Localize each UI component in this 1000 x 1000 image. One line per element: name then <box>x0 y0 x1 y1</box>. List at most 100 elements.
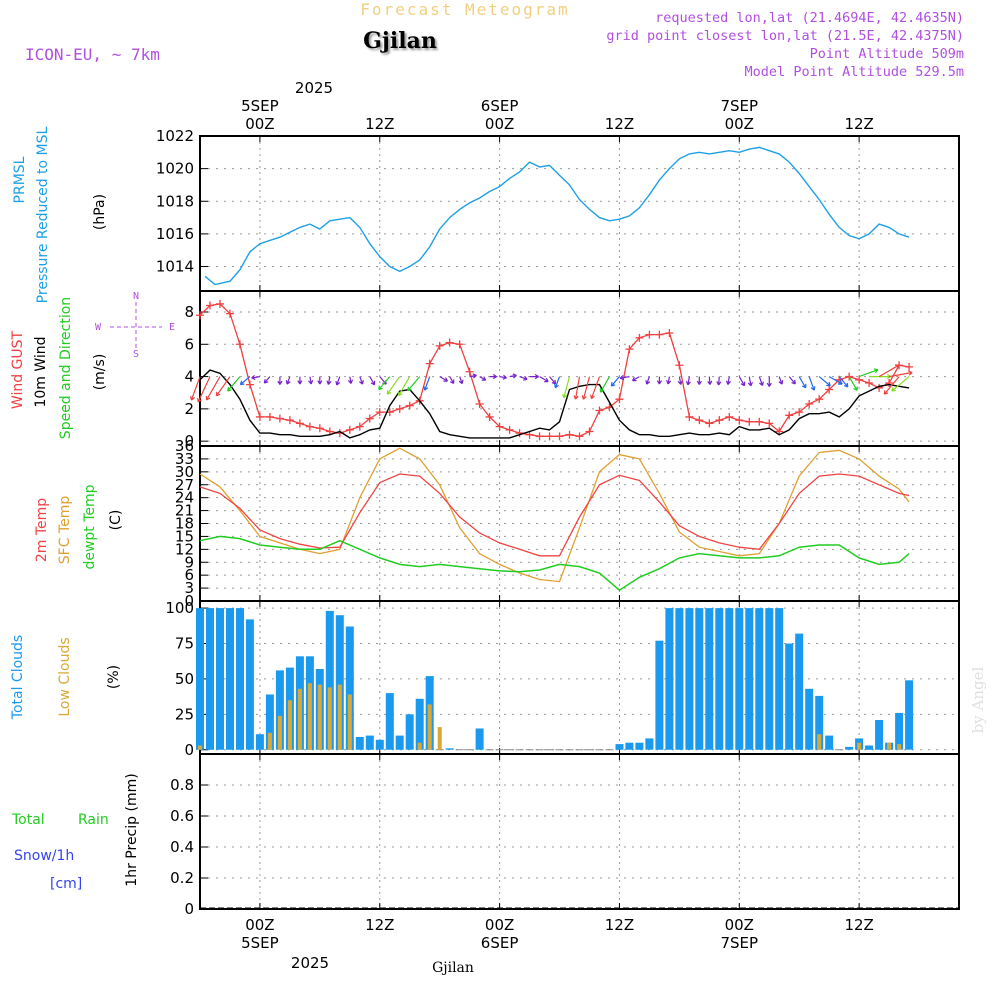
low-clouds-label: Low Clouds <box>57 637 73 716</box>
wind-arrow <box>359 376 364 385</box>
wind-arrow <box>519 375 528 381</box>
wind-arrow <box>215 376 231 397</box>
y-tick-label: 36 <box>175 437 194 455</box>
gust-marker <box>405 401 414 410</box>
total-clouds-bar <box>255 734 264 750</box>
wind-arrow <box>707 376 713 385</box>
wind10m-label: 10m Wind <box>33 336 49 407</box>
top-axis-hour: 12Z <box>605 115 634 133</box>
gust-marker <box>635 333 644 342</box>
wind-arrow <box>549 376 557 385</box>
y-tick-label: 0.2 <box>170 869 194 887</box>
wind-arrow <box>326 376 332 385</box>
prmsl-desc-label: Pressure Reduced to MSL <box>35 126 51 303</box>
wind-arrow <box>469 373 477 379</box>
gust-marker <box>485 412 494 421</box>
total-clouds-bar <box>665 608 674 750</box>
wind-arrow <box>297 376 303 385</box>
total-clouds-bar <box>645 738 654 750</box>
total-clouds-bar <box>785 643 794 750</box>
gust-marker <box>685 412 694 421</box>
y-tick-label: 2 <box>184 400 194 418</box>
y-tick-label: 15 <box>175 527 194 545</box>
y-tick-label: 1018 <box>156 192 194 210</box>
y-tick-label: 21 <box>175 502 194 520</box>
gust-marker <box>825 385 834 394</box>
y-tick-label: 0 <box>184 432 194 450</box>
snow-label: Snow/1h <box>14 848 74 864</box>
wind-arrow <box>489 373 497 380</box>
t2m-line <box>199 473 910 557</box>
precip-unit: 1hr Precip (mm) <box>124 773 140 886</box>
wind-line <box>199 369 910 439</box>
total-clouds-bar <box>695 608 704 750</box>
wind-arrow <box>529 373 539 380</box>
t2m-label: 2m Temp <box>34 498 50 562</box>
gust-marker <box>715 416 724 425</box>
total-clouds-bar <box>825 735 834 750</box>
gust-marker <box>425 359 434 368</box>
gust-marker <box>655 330 664 339</box>
gust-marker <box>215 299 224 308</box>
wind-arrow <box>788 376 796 385</box>
wind-arrow <box>347 376 354 384</box>
wind-arrow <box>666 376 672 385</box>
gust-marker <box>445 338 454 347</box>
low-clouds-bar <box>198 745 202 750</box>
y-tick-label: 0 <box>184 592 194 610</box>
bottom-axis-hour: 12Z <box>605 916 634 934</box>
total-clouds-bar <box>236 608 244 750</box>
top-axis-hour: 12Z <box>844 115 873 133</box>
wind-arrow <box>407 376 421 392</box>
total-clouds-bar <box>745 608 754 750</box>
wind-arrow <box>747 376 753 387</box>
gust-marker <box>295 419 304 428</box>
total-clouds-bar <box>375 739 384 750</box>
gust-marker <box>625 345 634 354</box>
total-clouds-bar <box>895 712 904 750</box>
gust-marker <box>645 330 654 339</box>
bottom-axis-date: 5SEP <box>241 934 279 952</box>
chart-title: Forecast Meteogram <box>360 0 569 19</box>
wind-arrow <box>590 376 601 400</box>
sfc-temp-label: SFC Temp <box>57 496 73 565</box>
wind-arrow <box>725 376 731 385</box>
total-clouds-bar <box>325 610 334 750</box>
gust-marker <box>535 432 544 441</box>
bottom-year: 2025 <box>291 954 329 972</box>
y-tick-label: 6 <box>184 566 194 584</box>
bottom-axis-hour: 00Z <box>245 916 274 934</box>
gust-marker <box>355 422 364 431</box>
wind-arrow <box>838 376 849 388</box>
wind-arrow <box>645 376 651 385</box>
gust-marker <box>265 412 274 421</box>
gust-marker <box>755 417 764 426</box>
total-clouds-bar <box>845 746 854 750</box>
total-clouds-bar <box>245 619 254 750</box>
model-altitude: Model Point Altitude 529.5m <box>745 64 964 80</box>
wind-arrow <box>277 376 283 385</box>
wind-arrow <box>285 376 291 385</box>
y-tick-label: 30 <box>175 463 194 481</box>
bottom-axis-hour: 00Z <box>725 916 754 934</box>
panel-frame <box>199 753 960 910</box>
wind-arrow <box>239 376 251 386</box>
wind-arrow <box>685 376 691 386</box>
model-label: ICON-EU, ~ 7km <box>25 45 160 64</box>
gust-marker <box>745 417 754 426</box>
top-axis-hour: 00Z <box>245 115 274 133</box>
wind-arrow <box>878 364 900 378</box>
low-clouds-bar <box>887 742 892 750</box>
wind-arrow <box>379 376 387 385</box>
wind-arrow <box>808 376 816 391</box>
gust-marker <box>885 379 894 388</box>
total-clouds-bar <box>275 670 284 750</box>
gust-marker <box>196 311 204 320</box>
y-tick-label: 50 <box>175 670 194 688</box>
y-tick-label: 6 <box>184 335 194 353</box>
wind-arrow <box>539 376 549 383</box>
total-clouds-bar <box>865 745 874 750</box>
gust-marker <box>255 412 264 421</box>
low-clouds-bar <box>337 684 342 750</box>
wind-arrow <box>619 375 630 381</box>
